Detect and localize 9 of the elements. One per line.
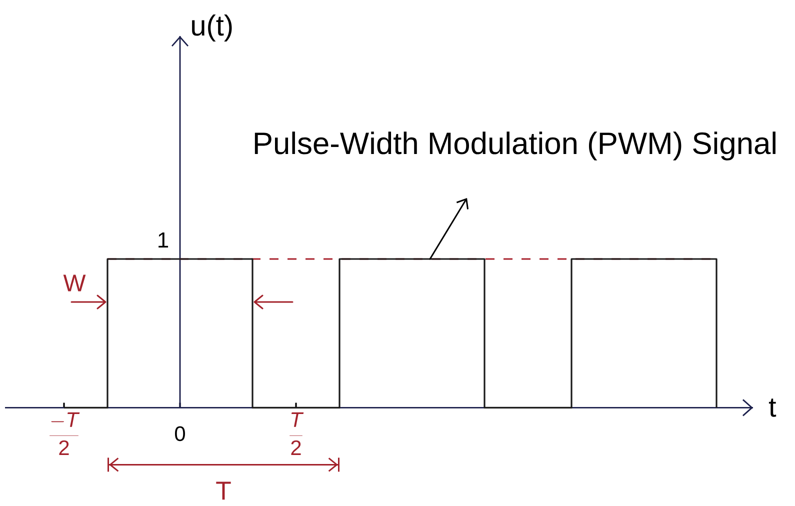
text: T	[216, 482, 231, 500]
x-tick-label: $\frac{-T}{2}$	[50, 412, 80, 455]
x-tick-label: $0$	[174, 426, 185, 442]
annotation: W	[63, 274, 86, 292]
text: u(t)	[192, 14, 232, 42]
annotation: 1	[158, 232, 168, 248]
x-axis-title: t	[768, 398, 776, 417]
text: Pulse-Width Modulation (PWM) Signal	[254, 132, 776, 160]
x-tick-label: $\frac{T}{2}$	[290, 412, 304, 455]
